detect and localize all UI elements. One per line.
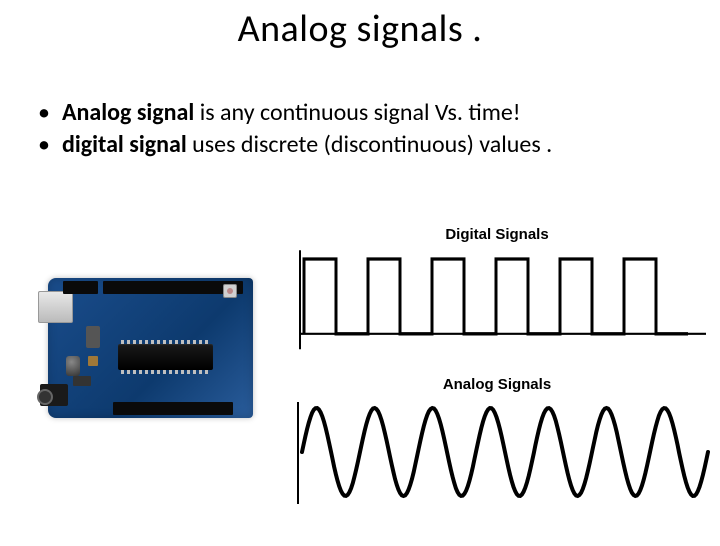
- digital-signals-label: Digital Signals: [282, 226, 712, 243]
- bullet-marker: •: [38, 98, 50, 128]
- bullet-rest: is any continuous signal Vs. time!: [194, 98, 520, 127]
- power-jack: [40, 384, 68, 406]
- bullet-marker: •: [38, 130, 50, 160]
- smd-component: [88, 356, 98, 366]
- page-title: Analog signals .: [0, 6, 720, 52]
- analog-waveform: [282, 398, 712, 508]
- analog-signals-label: Analog Signals: [282, 376, 712, 393]
- bullet-item: • digital signal uses discrete (disconti…: [38, 130, 690, 160]
- digital-waveform: [282, 248, 712, 358]
- bullet-rest: uses discrete (discontinuous) values .: [187, 130, 552, 159]
- bullet-text: digital signal uses discrete (discontinu…: [62, 130, 690, 160]
- smd-component: [86, 326, 100, 348]
- reset-button: [223, 284, 237, 298]
- figures-area: Digital Signals Analog Signals: [0, 226, 720, 546]
- arduino-board: [18, 256, 268, 441]
- pin-header-bottom: [113, 402, 233, 415]
- smd-component: [73, 376, 91, 386]
- signals-diagram: Digital Signals Analog Signals: [282, 226, 712, 526]
- bullet-item: • Analog signal is any continuous signal…: [38, 98, 690, 128]
- usb-port: [38, 291, 73, 323]
- capacitor: [66, 356, 80, 376]
- bullet-text: Analog signal is any continuous signal V…: [62, 98, 690, 128]
- bullet-bold: Analog signal: [62, 98, 194, 127]
- microcontroller-chip: [118, 344, 213, 370]
- pin-header-top: [103, 281, 243, 294]
- bullet-list: • Analog signal is any continuous signal…: [38, 98, 690, 160]
- bullet-bold: digital signal: [62, 130, 187, 159]
